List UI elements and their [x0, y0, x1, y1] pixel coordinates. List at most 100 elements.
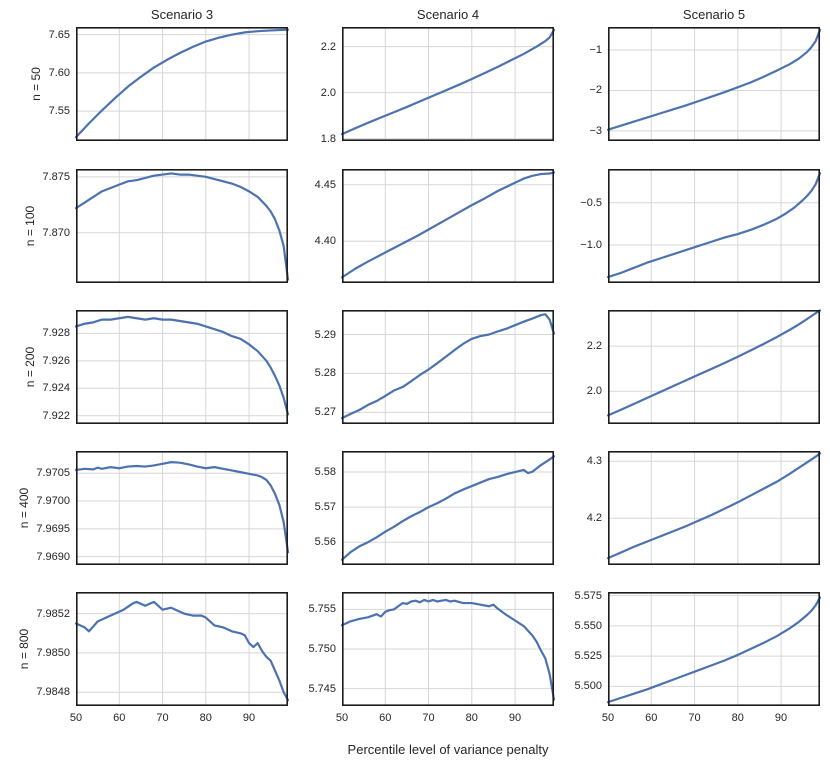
plot-border — [342, 27, 554, 142]
x-tick-label: 90 — [508, 712, 522, 724]
x-tick-label: 70 — [422, 712, 435, 724]
row-label: n = 200 — [23, 346, 37, 388]
y-tick-label: 4.45 — [314, 178, 336, 191]
subplot-scenario5-n=800 — [606, 592, 822, 707]
x-tick-label: 70 — [688, 712, 701, 724]
y-tick-label: 5.56 — [314, 536, 336, 549]
row-label: n = 100 — [23, 205, 37, 247]
plot-canvas — [606, 309, 822, 425]
plot-canvas — [340, 310, 556, 425]
y-tick-label: 5.57 — [314, 501, 336, 514]
subplot-scenario3-n=50 — [74, 27, 290, 142]
series-line — [606, 172, 822, 279]
x-tick-label: 60 — [379, 712, 392, 724]
y-tick-label: 5.58 — [314, 466, 336, 479]
y-tick-label: 5.750 — [308, 643, 336, 655]
series-line — [340, 455, 556, 561]
y-tick-label: 7.9852 — [36, 607, 70, 620]
y-tick-label: 5.755 — [308, 603, 336, 616]
subplot-scenario4-n=200 — [340, 310, 556, 425]
plot-border — [342, 451, 554, 566]
series-line — [340, 28, 556, 136]
y-tick-label: 2.0 — [586, 385, 602, 398]
plot-canvas — [606, 27, 822, 142]
plot-canvas — [606, 592, 822, 707]
subplot-scenario4-n=800 — [340, 592, 556, 707]
series-line — [340, 598, 556, 701]
y-tick-label: 7.870 — [42, 226, 70, 239]
x-tick-label: 60 — [113, 712, 126, 724]
subplot-scenario5-n=400 — [606, 451, 822, 566]
series-line — [74, 28, 290, 139]
y-tick-label: 5.500 — [574, 680, 602, 693]
y-tick-label: 1.8 — [320, 132, 336, 145]
subplot-scenario3-n=200 — [74, 310, 290, 425]
subplot-scenario5-n=100 — [606, 169, 822, 284]
row-label: n = 400 — [16, 487, 31, 529]
subplot-scenario5-n=50 — [606, 27, 822, 142]
y-tick-label: 7.875 — [42, 170, 70, 183]
x-axis-label: Percentile level of variance penalty — [347, 742, 549, 757]
plot-border — [342, 169, 554, 284]
y-tick-label: 5.28 — [314, 367, 336, 380]
y-tick-label: 2.0 — [320, 86, 336, 99]
y-tick-label: 7.924 — [42, 382, 70, 395]
y-tick-label: 7.60 — [48, 66, 70, 79]
column-title: Scenario 3 — [150, 7, 214, 22]
x-tick-label: 50 — [601, 712, 615, 724]
y-tick-label: −0.5 — [580, 196, 602, 209]
x-tick-label: 90 — [242, 712, 256, 724]
plot-border — [76, 451, 288, 566]
x-tick-label: 50 — [335, 712, 349, 724]
subplot-scenario3-n=400 — [74, 451, 290, 566]
subplot-scenario5-n=200 — [606, 309, 822, 425]
y-tick-label: 2.2 — [320, 40, 336, 53]
row-label: n = 800 — [16, 628, 31, 670]
plot-border — [342, 592, 554, 707]
x-tick-label: 80 — [465, 712, 478, 724]
plot-canvas — [74, 592, 290, 707]
y-tick-label: 5.27 — [314, 406, 336, 419]
y-tick-label: 4.40 — [314, 235, 336, 248]
y-tick-label: 5.745 — [308, 682, 336, 695]
series-line — [74, 315, 290, 416]
y-tick-label: 7.9695 — [36, 522, 70, 535]
plot-border — [342, 310, 554, 425]
plot-border — [608, 27, 820, 142]
subplot-scenario4-n=50 — [340, 27, 556, 142]
y-tick-label: 5.525 — [574, 650, 602, 663]
y-tick-label: −1 — [589, 44, 602, 57]
plot-canvas — [74, 169, 290, 284]
plot-border — [76, 592, 288, 707]
series-line — [340, 313, 556, 420]
plot-border — [608, 169, 820, 284]
y-tick-label: 7.9700 — [36, 495, 70, 508]
subplot-scenario4-n=400 — [340, 451, 556, 566]
plot-canvas — [340, 451, 556, 566]
y-tick-label: 7.65 — [48, 28, 70, 41]
column-title: Scenario 5 — [682, 7, 746, 22]
y-tick-label: −3 — [589, 124, 602, 137]
plot-canvas — [340, 27, 556, 142]
y-tick-label: 7.9690 — [36, 550, 70, 563]
y-tick-label: 5.575 — [574, 589, 602, 602]
plot-border — [76, 310, 288, 425]
series-line — [74, 172, 290, 281]
plot-border — [76, 27, 288, 142]
plot-border — [76, 169, 288, 284]
plot-canvas — [606, 451, 822, 566]
y-tick-label: −1.0 — [580, 239, 602, 251]
y-tick-label: 4.2 — [586, 512, 602, 525]
y-tick-label: 7.9850 — [36, 646, 70, 659]
x-tick-label: 70 — [156, 712, 169, 724]
y-tick-label: 7.9848 — [36, 686, 70, 699]
plot-border — [608, 310, 820, 425]
plot-canvas — [606, 169, 822, 284]
row-label: n = 50 — [29, 67, 44, 101]
y-tick-label: 7.55 — [48, 105, 70, 118]
x-tick-label: 60 — [645, 712, 658, 724]
plot-canvas — [340, 592, 556, 707]
x-tick-label: 90 — [774, 712, 788, 724]
y-tick-label: 7.9705 — [36, 467, 70, 480]
